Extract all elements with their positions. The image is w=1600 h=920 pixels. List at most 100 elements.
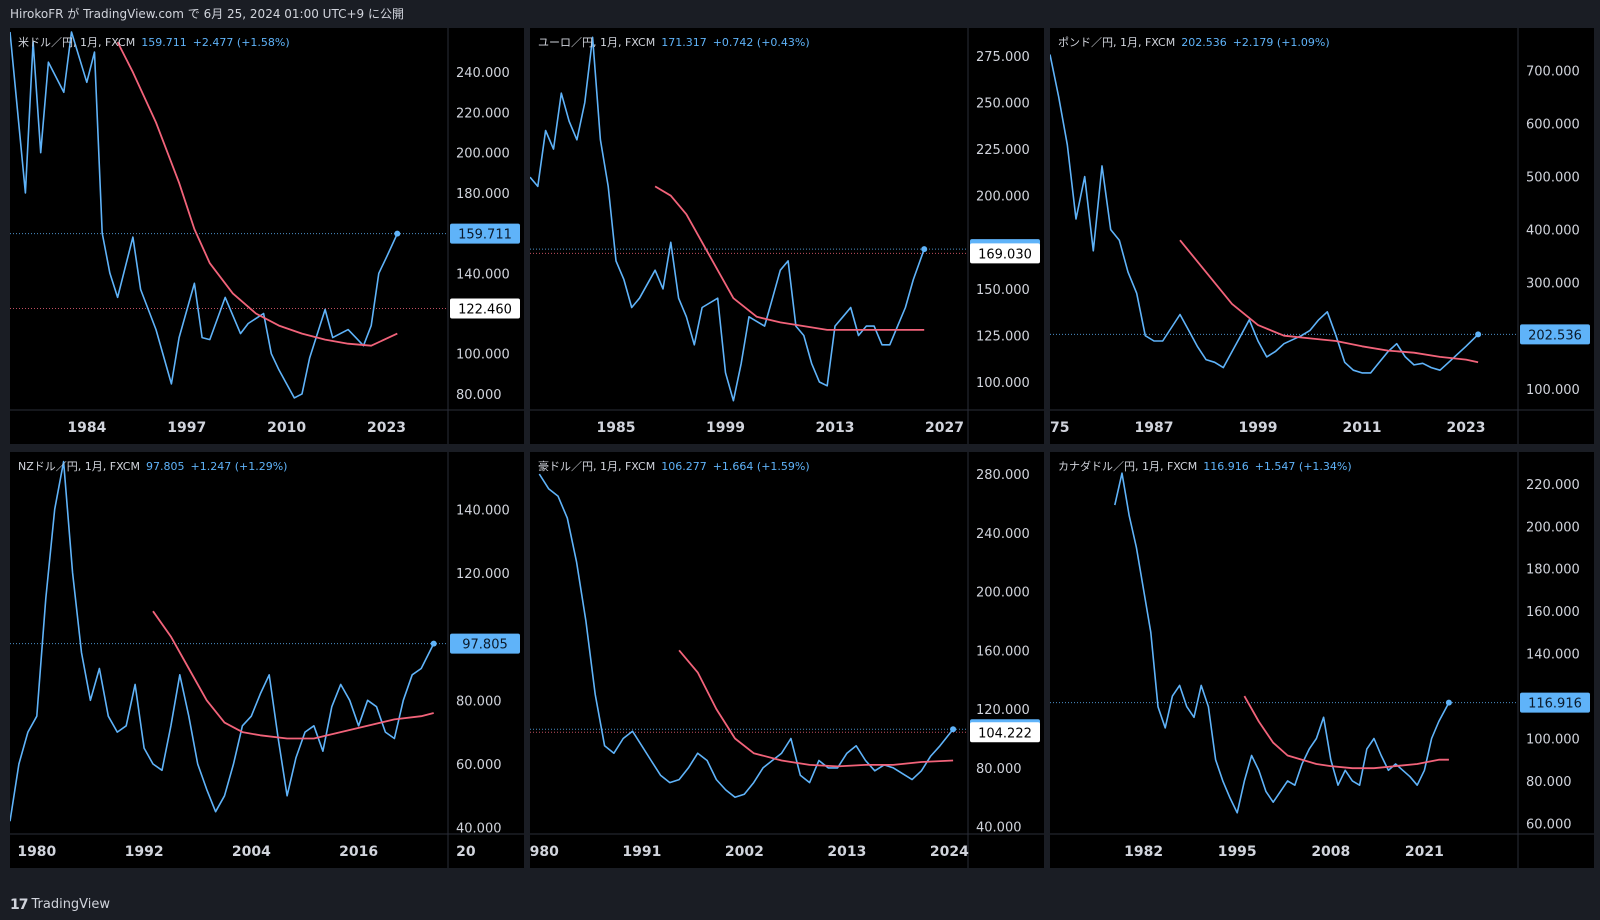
y-tick-label: 160.000 (976, 644, 1030, 659)
x-tick-label: 2013 (816, 420, 855, 436)
y-tick-label: 100.000 (976, 376, 1030, 391)
x-tick-label: 2011 (1343, 420, 1382, 436)
moving-average-line (152, 610, 434, 740)
chart-svg: 220.000 200.000 180.000 160.000 140.000 100.0… (1050, 452, 1594, 868)
x-tick-label: 1975 (1050, 420, 1069, 436)
x-tick-label: 1992 (125, 844, 164, 860)
x-tick-label: 1984 (67, 420, 106, 436)
publish-info: HirokoFR が TradingView.com で 6月 25, 2024… (10, 7, 404, 21)
y-tick-label: 120.000 (976, 703, 1030, 718)
x-tick-label: 20 (456, 844, 476, 860)
y-tick-label: 160.000 (1526, 605, 1580, 620)
last-price-dot (950, 726, 957, 733)
plot-area (1050, 54, 1518, 374)
y-tick-label: 200.000 (1526, 520, 1580, 535)
y-tick-label: 250.000 (976, 97, 1030, 112)
plot-area (530, 36, 968, 402)
y-tick-label: 220.000 (456, 106, 510, 121)
y-tick-label: 40.000 (976, 821, 1022, 836)
y-tick-label: 40.000 (456, 822, 502, 837)
y-tick-label: 60.000 (1526, 817, 1572, 832)
x-tick-label: 1997 (167, 420, 206, 436)
moving-average-line (116, 41, 398, 347)
x-tick-label: 2024 (930, 844, 969, 860)
y-tick-label: 140.000 (1526, 648, 1580, 663)
plot-area (530, 473, 968, 799)
y-tick-label: 125.000 (976, 329, 1030, 344)
y-tick-label: 400.000 (1526, 224, 1580, 239)
chart-svg: 280.000 240.000 200.000 160.000 120.000 80.00… (530, 452, 1044, 868)
y-tick-label: 500.000 (1526, 171, 1580, 186)
chart-cadjpy[interactable]: 220.000 200.000 180.000 160.000 140.000 100.0… (1050, 452, 1594, 868)
y-tick-label: 150.000 (976, 283, 1030, 298)
ma-value-badge (970, 243, 1040, 264)
ma-value-label: 104.222 (978, 726, 1032, 741)
y-tick-label: 60.000 (456, 758, 502, 773)
y-tick-label: 80.000 (976, 762, 1022, 777)
tradingview-logo-icon: 17 (10, 897, 29, 913)
x-tick-label: 1985 (597, 420, 636, 436)
x-tick-label: 2004 (232, 844, 271, 860)
chart-eurjpy[interactable]: 275.000 250.000 225.000 200.000 150.000 125.0… (530, 28, 1044, 444)
y-tick-label: 80.000 (456, 694, 502, 709)
x-tick-label: 2008 (1311, 844, 1350, 860)
y-tick-label: 240.000 (456, 66, 510, 81)
y-tick-label: 300.000 (1526, 277, 1580, 292)
y-tick-label: 140.000 (456, 267, 510, 282)
price-series-line (10, 31, 399, 399)
y-tick-label: 200.000 (456, 147, 510, 162)
x-tick-label: 2002 (725, 844, 764, 860)
price-series-line (538, 473, 954, 799)
y-tick-label: 120.000 (456, 567, 510, 582)
y-tick-label: 200.000 (976, 190, 1030, 205)
y-tick-label: 240.000 (976, 527, 1030, 542)
x-tick-label: 2023 (1447, 420, 1486, 436)
last-price-badge (1520, 324, 1590, 345)
last-price-dot (921, 246, 928, 253)
ma-value-badge (450, 298, 520, 319)
x-tick-label: 2027 (925, 420, 964, 436)
last-price-dot (1475, 331, 1482, 338)
y-tick-label: 180.000 (1526, 563, 1580, 578)
y-tick-label: 100.000 (1526, 733, 1580, 748)
y-tick-label: 80.000 (456, 388, 502, 403)
chart-svg: 275.000 250.000 225.000 200.000 150.000 125.0… (530, 28, 1044, 444)
y-tick-label: 180.000 (456, 187, 510, 202)
chart-svg: 240.000 220.000 200.000 180.000 140.000 100.0… (10, 28, 524, 444)
y-tick-label: 225.000 (976, 143, 1030, 158)
moving-average-line (1243, 695, 1449, 770)
moving-average-line (654, 185, 925, 331)
last-price-badge (450, 633, 520, 654)
plot-area (10, 31, 448, 399)
price-series-line (1114, 472, 1450, 814)
ma-value-label: 122.460 (458, 303, 512, 318)
brand-name[interactable]: TradingView (31, 897, 111, 912)
y-tick-label: 140.000 (456, 503, 510, 518)
moving-average-line (678, 649, 954, 768)
last-price-dot (394, 230, 401, 237)
last-price-dot (430, 640, 437, 647)
price-series-line (1050, 54, 1479, 374)
x-tick-label: 1999 (1239, 420, 1278, 436)
y-tick-label: 200.000 (976, 586, 1030, 601)
chart-usdjpy[interactable]: 240.000 220.000 200.000 180.000 140.000 100.0… (10, 28, 524, 444)
last-price-dot (1445, 699, 1452, 706)
last-price-label: 202.536 (1528, 328, 1582, 343)
chart-gbpjpy[interactable]: 700.000600.000500.000400.000300.000200.0… (1050, 28, 1594, 444)
y-tick-label: 275.000 (976, 50, 1030, 65)
last-price-badge (450, 223, 520, 244)
ma-value-label: 169.030 (978, 247, 1032, 262)
price-series-line (530, 36, 925, 402)
y-tick-label: 700.000 (1526, 64, 1580, 79)
chart-nzdjpy[interactable]: 140.000 120.000 80.000 60.000 40.000 1980 1992… (10, 452, 524, 868)
publish-header: HirokoFR が TradingView.com で 6月 25, 2024… (0, 0, 1600, 28)
x-tick-label: 2016 (339, 844, 378, 860)
y-tick-label: 100.000 (456, 348, 510, 363)
last-price-label: 116.916 (1528, 697, 1582, 712)
x-tick-label: 1999 (706, 420, 745, 436)
plot-area (1050, 472, 1518, 814)
chart-audjpy[interactable]: 280.000 240.000 200.000 160.000 120.000 80.00… (530, 452, 1044, 868)
y-tick-label: 100.000 (1526, 383, 1580, 398)
y-tick-label: 600.000 (1526, 118, 1580, 133)
x-tick-label: 1980 (530, 844, 559, 860)
